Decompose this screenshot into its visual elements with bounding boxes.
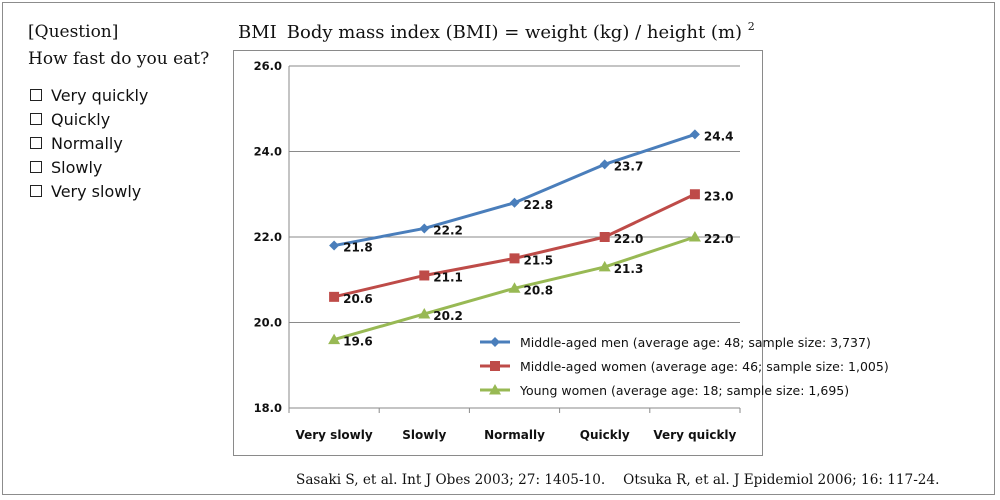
- checkbox-icon[interactable]: [30, 113, 42, 125]
- x-tick-label: Very quickly: [653, 428, 736, 442]
- y-tick-label: 22.0: [254, 230, 282, 244]
- option-normally[interactable]: Normally: [30, 131, 148, 155]
- data-point-triangle: [418, 307, 431, 319]
- data-point-square: [329, 291, 340, 302]
- checkbox-icon[interactable]: [30, 137, 42, 149]
- data-label: 21.8: [343, 241, 373, 255]
- checkbox-icon[interactable]: [30, 185, 42, 197]
- option-label: Slowly: [51, 157, 103, 177]
- legend-label: Middle-aged women (average age: 46; samp…: [520, 359, 889, 374]
- data-point-triangle: [328, 333, 341, 345]
- data-point-triangle: [688, 231, 701, 242]
- data-point-square: [509, 253, 520, 264]
- data-label: 24.4: [704, 129, 734, 143]
- option-slowly[interactable]: Slowly: [30, 155, 148, 179]
- data-label: 22.0: [614, 232, 644, 246]
- answer-options: Very quickly Quickly Normally Slowly Ver…: [30, 83, 148, 203]
- data-point-square: [689, 189, 700, 200]
- x-tick-label: Very slowly: [295, 428, 372, 442]
- data-point-diamond: [329, 240, 340, 251]
- data-label: 20.8: [524, 283, 554, 297]
- option-label: Very slowly: [51, 181, 142, 201]
- y-tick-label: 18.0: [254, 401, 282, 415]
- data-point-triangle: [508, 282, 521, 293]
- y-tick-label: 24.0: [254, 145, 282, 159]
- data-point-diamond: [689, 129, 700, 140]
- data-point-diamond: [419, 223, 430, 234]
- question-title: [Question]: [28, 22, 119, 42]
- option-very-quickly[interactable]: Very quickly: [30, 83, 148, 107]
- data-label: 22.8: [524, 198, 554, 212]
- data-label: 20.2: [433, 309, 463, 323]
- legend-label: Young women (average age: 18; sample siz…: [519, 383, 849, 398]
- heading-superscript: 2: [747, 20, 755, 33]
- legend-label: Middle-aged men (average age: 48; sample…: [520, 335, 871, 350]
- citation-ref-1: Sasaki S, et al. Int J Obes 2003; 27: 14…: [296, 472, 606, 488]
- data-point-diamond: [509, 197, 520, 208]
- question-text: How fast do you eat?: [28, 49, 210, 69]
- data-point-diamond: [599, 159, 610, 170]
- y-tick-label: 20.0: [254, 316, 282, 330]
- data-point-triangle: [598, 260, 611, 272]
- x-tick-label: Slowly: [402, 428, 446, 442]
- data-label: 23.0: [704, 189, 734, 203]
- data-label: 19.6: [343, 335, 373, 349]
- x-tick-label: Normally: [484, 428, 545, 442]
- data-point-square: [490, 361, 500, 371]
- data-label: 21.1: [433, 270, 463, 284]
- y-tick-label: 26.0: [254, 59, 282, 73]
- option-label: Very quickly: [51, 85, 149, 105]
- data-point-triangle: [489, 384, 501, 395]
- x-tick-label: Quickly: [580, 428, 630, 442]
- data-label: 21.5: [524, 253, 554, 267]
- data-label: 23.7: [614, 159, 644, 173]
- checkbox-icon[interactable]: [30, 89, 42, 101]
- heading-formula: Body mass index (BMI) = weight (kg) / he…: [286, 22, 743, 43]
- option-quickly[interactable]: Quickly: [30, 107, 148, 131]
- data-label: 22.2: [433, 223, 463, 237]
- heading-bmi-label: BMI: [238, 22, 277, 43]
- citation-ref-2: Otsuka R, et al. J Epidemiol 2006; 16: 1…: [623, 472, 940, 488]
- option-very-slowly[interactable]: Very slowly: [30, 179, 148, 203]
- data-label: 21.3: [614, 262, 644, 276]
- data-label: 22.0: [704, 232, 734, 246]
- citation: Sasaki S, et al. Int J Obes 2003; 27: 14…: [296, 472, 939, 488]
- data-label: 20.6: [343, 292, 373, 306]
- data-point-diamond: [490, 337, 500, 347]
- option-label: Normally: [51, 133, 123, 153]
- data-point-square: [599, 232, 610, 242]
- checkbox-icon[interactable]: [30, 161, 42, 173]
- data-point-square: [419, 270, 430, 281]
- plot-frame: [233, 50, 763, 456]
- chart-heading: BMI Body mass index (BMI) = weight (kg) /…: [238, 20, 755, 43]
- option-label: Quickly: [51, 109, 111, 129]
